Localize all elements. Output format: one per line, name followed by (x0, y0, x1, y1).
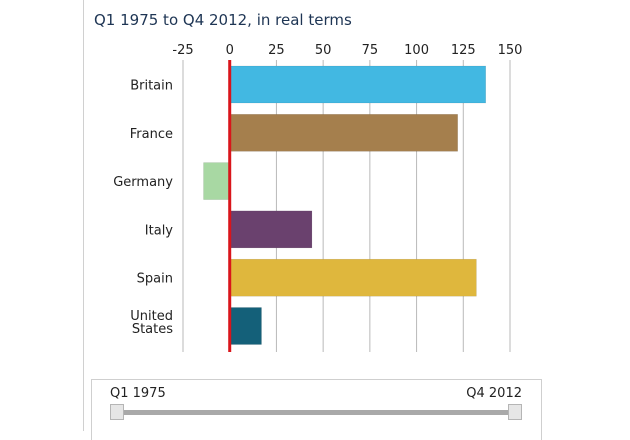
bar-italy (229, 210, 313, 249)
slider-start-handle[interactable] (110, 404, 124, 420)
bar-united-states (229, 307, 262, 345)
bar-germany (203, 162, 230, 200)
x-tick-label: 50 (315, 43, 332, 58)
bar-france (229, 114, 458, 152)
chart-subtitle: Q1 1975 to Q4 2012, in real terms (94, 11, 352, 29)
category-label: Germany (113, 175, 173, 190)
x-tick-label: 125 (451, 43, 476, 58)
x-tick-label: 75 (362, 43, 379, 58)
x-tick-label: 0 (226, 43, 234, 58)
category-label: United States (130, 309, 173, 337)
x-tick-label: 150 (498, 43, 523, 58)
bar-chart: -25 0 25 50 75 100 125 150 Britain France Germany I… (113, 43, 523, 352)
category-label: Britain (130, 79, 173, 94)
bar-britain (229, 65, 486, 104)
slider-end-label: Q4 2012 (466, 386, 522, 401)
slider-track[interactable] (118, 410, 516, 415)
time-slider-panel (91, 379, 542, 440)
category-label: Spain (137, 272, 173, 287)
category-label: France (130, 127, 173, 142)
panel-left-border (83, 0, 84, 431)
x-tick-label: -25 (172, 43, 193, 58)
slider-start-label: Q1 1975 (110, 386, 166, 401)
x-tick-label: 100 (404, 43, 429, 58)
x-tick-label: 25 (268, 43, 285, 58)
category-label: Italy (145, 223, 174, 238)
bar-spain (229, 258, 477, 297)
slider-end-handle[interactable] (508, 404, 522, 420)
